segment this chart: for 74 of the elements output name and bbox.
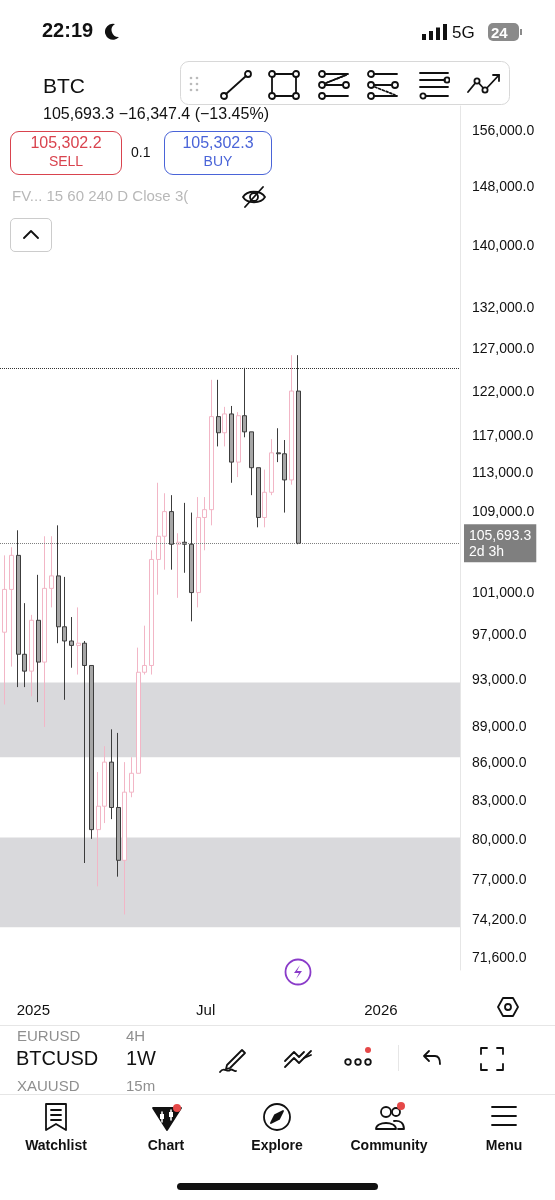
text: 4H [126,1027,146,1044]
y-tick-label: 132,000.0 [472,299,535,316]
text: 1W [126,1047,156,1070]
candlestick [116,732,121,878]
candlestick [222,406,227,447]
text: Watchlist [24,1137,88,1153]
candlestick [149,549,154,676]
candlestick [176,532,181,599]
candlestick [36,574,41,703]
text: Chart [146,1137,186,1153]
y-tick-label: 140,000.0 [472,237,535,254]
y-tick-label: 89,000.0 [472,717,527,734]
y-tick-label: 83,000.0 [472,791,527,808]
candlestick [256,467,261,528]
candlestick [42,535,47,728]
x-tick-label: 2025 [16,1001,51,1018]
text: 24 [491,24,508,41]
candlestick [182,502,187,574]
y-tick-label: 156,000.0 [472,122,535,139]
candlestick [289,354,294,486]
candlestick [189,512,194,622]
annotation: FV... 15 60 240 D Close 3( [12,187,189,204]
y-tick-label: 93,000.0 [472,671,527,688]
candlestick [29,614,34,697]
y-tick-label: 86,000.0 [472,754,527,771]
y-tick-label: 109,000.0 [472,502,535,519]
y-tick-label: 148,000.0 [472,178,535,195]
y-tick-label: 117,000.0 [472,427,534,444]
text: EURUSD [17,1027,81,1044]
candlestick [122,761,127,915]
candlestick [109,728,114,820]
candlestick [49,535,54,608]
text: Explore [250,1137,304,1153]
y-tick-label: 97,000.0 [472,626,527,643]
text: 22:19 [42,19,94,42]
annotation: SELL [47,153,85,169]
annotation: 105,302.2 [29,134,103,152]
candlestick [69,616,74,669]
y-tick-label: 71,600.0 [472,948,527,965]
y-tick-label: 122,000.0 [472,383,535,400]
candlestick [229,405,234,484]
annotation: 105,302.3 [181,134,255,152]
ref-line-label: 105,693.3 2d 3h [469,527,532,560]
y-tick-label: 80,000.0 [472,830,527,847]
candlestick [262,469,267,528]
y-tick-label: 101,000.0 [472,583,535,600]
candlestick [216,379,221,447]
chart-title: BTC [43,74,85,97]
text: 5G [452,23,475,43]
candlestick [76,606,81,676]
annotation: BUY [202,153,234,169]
candlestick [269,438,274,496]
candlestick [236,411,241,478]
x-tick-label: Jul [196,1001,216,1018]
annotation: 0.1 [131,144,151,160]
y-tick-label: 113,000.0 [472,464,534,481]
candlestick [169,494,174,571]
x-tick-label: 2026 [364,1001,398,1018]
text: Community [349,1137,429,1153]
candlestick [82,640,87,864]
candlestick [209,379,214,526]
text: BTCUSD [16,1047,99,1070]
chart-subtitle: 105,693.3 −16,347.4 (−13.45%) [43,104,269,122]
candlestick [249,431,254,496]
y-tick-label: 127,000.0 [472,340,535,357]
candlestick [129,756,134,798]
text: 15m [126,1077,156,1094]
text: XAUUSD [17,1077,80,1094]
candlestick [2,554,7,705]
candlestick [89,664,94,840]
candlestick [9,546,14,668]
y-tick-label: 77,000.0 [472,871,527,888]
y-tick-label: 74,200.0 [472,910,527,927]
text: Menu [484,1137,524,1153]
